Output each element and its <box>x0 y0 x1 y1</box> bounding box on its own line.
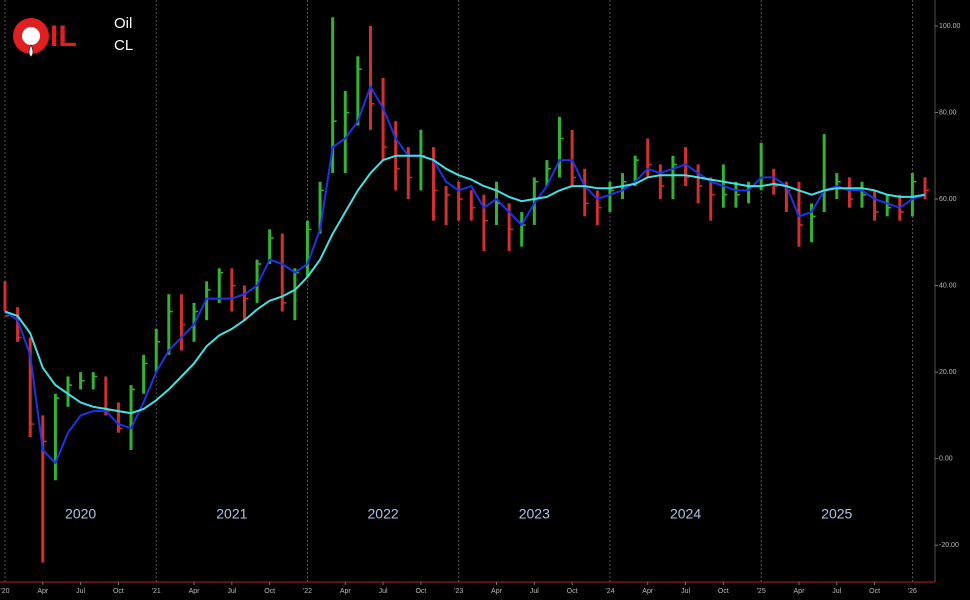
y-tick-label: 60.00 <box>939 196 957 203</box>
x-tick-label: Apr <box>340 588 352 595</box>
x-tick-label: Jul <box>832 588 841 595</box>
instrument-symbol: CL <box>114 37 133 54</box>
y-tick-label: 80.00 <box>939 109 957 116</box>
x-tick-label: Oct <box>567 588 578 595</box>
y-tick-label: 100.00 <box>939 23 961 30</box>
x-tick-label: '25 <box>757 588 766 595</box>
x-tick-label: Apr <box>189 588 201 595</box>
year-label: 2022 <box>368 506 399 522</box>
y-tick-label: 20.00 <box>939 369 957 376</box>
x-tick-label: Jul <box>76 588 85 595</box>
x-tick-label: Apr <box>642 588 654 595</box>
y-tick-label: 0.00 <box>939 456 953 463</box>
x-tick-label: '22 <box>303 588 312 595</box>
x-tick-label: Jul <box>681 588 690 595</box>
x-tick-label: Apr <box>37 588 49 595</box>
x-tick-label: Apr <box>491 588 503 595</box>
x-tick-label: '24 <box>605 588 614 595</box>
year-label: 2024 <box>670 506 701 522</box>
y-tick-label: -20.00 <box>939 542 959 549</box>
x-tick-label: '23 <box>454 588 463 595</box>
x-tick-label: Oct <box>415 588 426 595</box>
x-tick-label: '26 <box>908 588 917 595</box>
logo-drop-inner <box>22 27 40 45</box>
year-label: 2021 <box>216 506 247 522</box>
logo-droplet <box>28 44 34 58</box>
x-tick-label: '21 <box>152 588 161 595</box>
x-tick-label: Oct <box>113 588 124 595</box>
logo: IL <box>13 18 77 58</box>
x-tick-label: Oct <box>264 588 275 595</box>
moving-average-line <box>4 85 926 464</box>
x-tick-label: Jul <box>379 588 388 595</box>
x-tick-label: Oct <box>869 588 880 595</box>
year-label: 2023 <box>519 506 550 522</box>
year-label: 2020 <box>65 506 96 522</box>
logo-text: IL <box>50 20 77 53</box>
x-tick-label: Jul <box>530 588 539 595</box>
x-tick-label: Apr <box>794 588 806 595</box>
moving-average-line <box>4 154 926 415</box>
y-tick-label: 40.00 <box>939 282 957 289</box>
year-label: 2025 <box>821 506 852 522</box>
x-tick-label: Oct <box>718 588 729 595</box>
instrument-name: Oil <box>114 15 132 32</box>
x-tick-label: Jul <box>227 588 236 595</box>
x-tick-label: '20 <box>0 588 9 595</box>
